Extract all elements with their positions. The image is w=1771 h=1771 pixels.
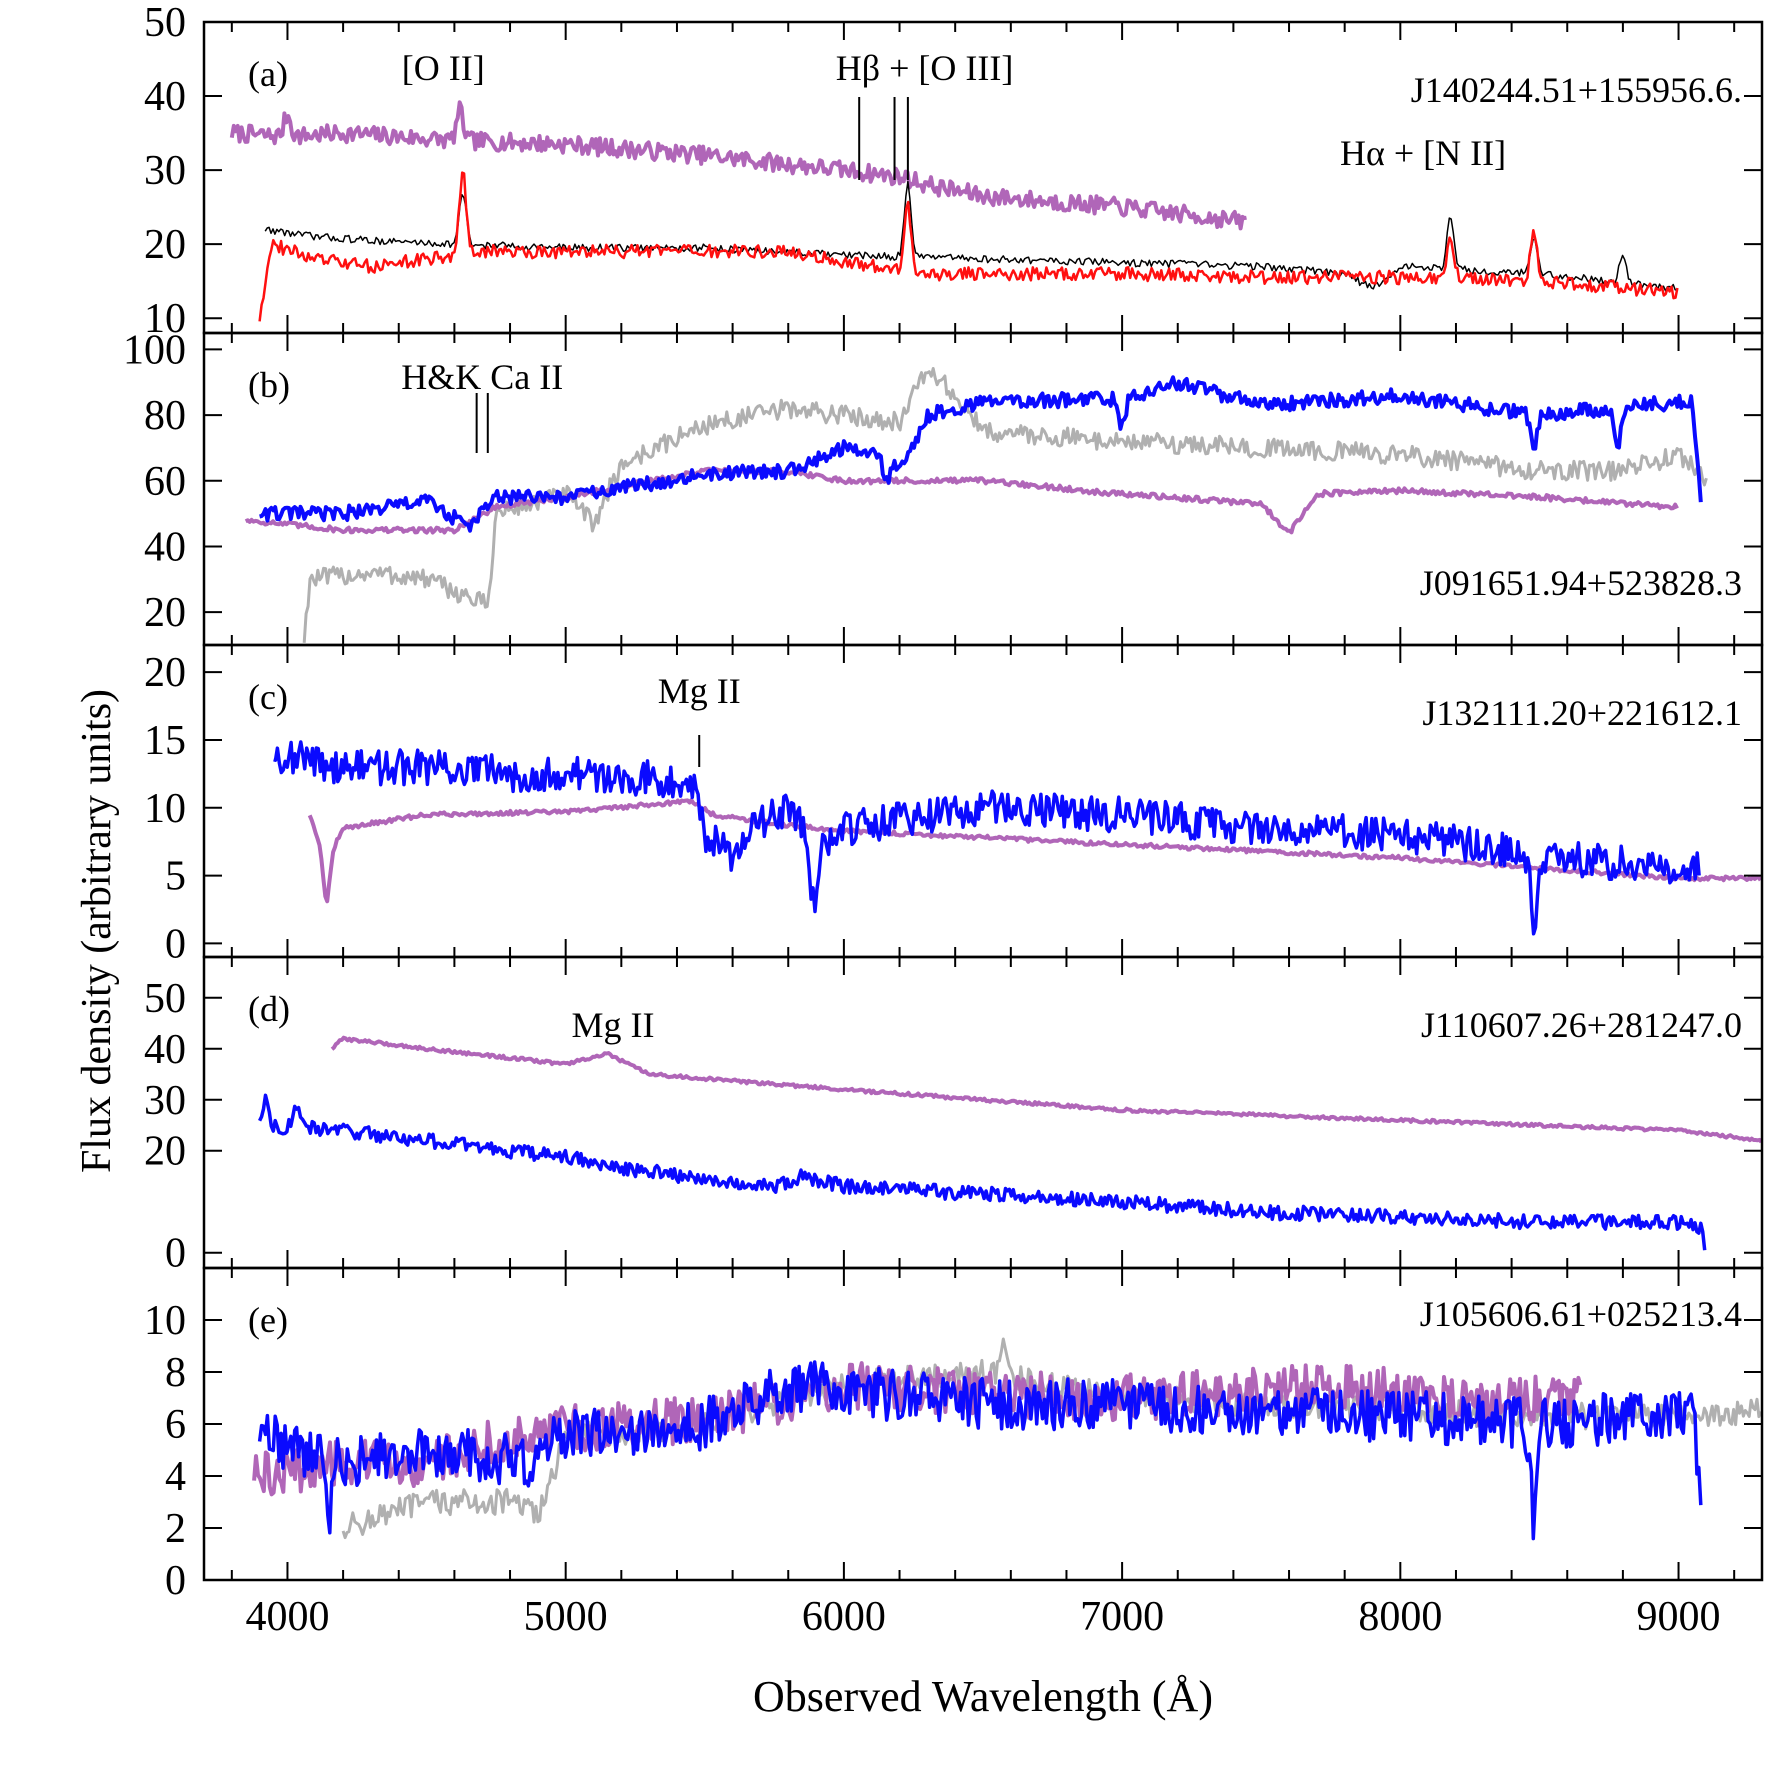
- y-tick-label: 20: [144, 1129, 186, 1175]
- series-line-black: [264, 180, 1678, 292]
- series-group: [252, 1337, 1762, 1541]
- line-annotation: H&K Ca II: [401, 357, 563, 397]
- panel-a: 10 20 30 40 50 (a) J140244.51+155956.6. [O II] H…: [144, 0, 1764, 342]
- y-tick-label: 0: [165, 921, 186, 967]
- object-name: J140244.51+155956.6.: [1411, 70, 1742, 110]
- series-line-lamost_purple: [330, 1035, 1762, 1144]
- series-line-lamost_purple: [244, 466, 1679, 535]
- x-axis-label: Observed Wavelength (Å): [753, 1672, 1213, 1721]
- line-annotation: [O II]: [402, 48, 485, 88]
- y-tick-label: 40: [144, 524, 186, 570]
- x-tick-label: 6000: [802, 1594, 886, 1640]
- panel-c: 0 5 10 15 20 (c) J132111.20+221612.1 Mg II: [144, 643, 1764, 967]
- plot-frame: [202, 955, 1764, 1270]
- y-tick-label: 6: [165, 1402, 186, 1448]
- y-tick-label: 50: [144, 0, 186, 46]
- series-line-sdss_blue: [259, 375, 1703, 533]
- series-group: [229, 100, 1679, 322]
- y-tick-label: 60: [144, 459, 186, 505]
- series-line-sdss_blue: [257, 1360, 1703, 1541]
- y-tick-label: 40: [144, 1027, 186, 1073]
- y-tick-label: 30: [144, 148, 186, 194]
- line-annotation: Mg II: [658, 671, 741, 711]
- panel-label: (d): [248, 989, 290, 1029]
- line-annotation: Hα + [N II]: [1340, 133, 1506, 173]
- y-tick-label: 30: [144, 1078, 186, 1124]
- y-tick-label: 8: [165, 1350, 186, 1396]
- line-annotation: Mg II: [571, 1005, 654, 1045]
- x-tick-label: 8000: [1358, 1594, 1442, 1640]
- x-tick-label: 9000: [1637, 1594, 1721, 1640]
- y-tick-label: 100: [123, 327, 186, 373]
- panel-label: (c): [248, 677, 288, 717]
- y-tick-label: 5: [165, 854, 186, 900]
- y-tick-label: 0: [165, 1558, 186, 1604]
- y-tick-label: 20: [144, 590, 186, 636]
- object-name: J110607.26+281247.0: [1421, 1005, 1742, 1045]
- y-tick-label: 10: [144, 296, 186, 342]
- line-annotation: Hβ + [O III]: [836, 48, 1014, 88]
- y-tick-label: 2: [165, 1506, 186, 1552]
- panel-b: 20 40 60 80 100 (b) J091651.94+523828.3 H&K Ca …: [123, 327, 1764, 647]
- y-axis-label: Flux density (arbitrary units): [74, 689, 120, 1173]
- panel-label: (a): [248, 54, 288, 94]
- series-line-lamost_purple: [307, 798, 1762, 904]
- y-tick-label: 40: [144, 74, 186, 120]
- y-tick-label: 0: [165, 1231, 186, 1277]
- y-tick-label: 80: [144, 393, 186, 439]
- y-tick-label: 50: [144, 976, 186, 1022]
- y-tick-label: 20: [144, 222, 186, 268]
- series-line-red: [258, 171, 1679, 322]
- object-name: J105606.61+025213.4: [1420, 1294, 1742, 1334]
- y-tick-label: 15: [144, 718, 186, 764]
- y-tick-label: 4: [165, 1454, 186, 1500]
- x-tick-label: 7000: [1080, 1594, 1164, 1640]
- series-line-sdss_blue: [273, 740, 1701, 936]
- y-tick-label: 10: [144, 1298, 186, 1344]
- series-line-comparison_gray: [302, 367, 1708, 643]
- series-group: [258, 1035, 1762, 1251]
- panel-e: 0 2 4 6 8 10 (e) J105606.61+025213.4: [144, 1266, 1764, 1604]
- y-tick-label: 20: [144, 650, 186, 696]
- panel-label: (e): [248, 1300, 288, 1340]
- x-tick-label: 4000: [245, 1594, 329, 1640]
- panel-d: 0 20 30 40 50 (d) J110607.26+281247.0 Mg II: [144, 955, 1764, 1277]
- x-tick-label: 5000: [524, 1594, 608, 1640]
- object-name: J132111.20+221612.1: [1422, 693, 1742, 733]
- series-line-lamost_purple: [229, 100, 1247, 231]
- series-line-sdss_blue: [258, 1093, 1707, 1251]
- y-tick-label: 10: [144, 786, 186, 832]
- panel-label: (b): [248, 365, 290, 405]
- object-name: J091651.94+523828.3: [1420, 563, 1742, 603]
- series-group: [244, 367, 1708, 643]
- series-group: [273, 740, 1762, 936]
